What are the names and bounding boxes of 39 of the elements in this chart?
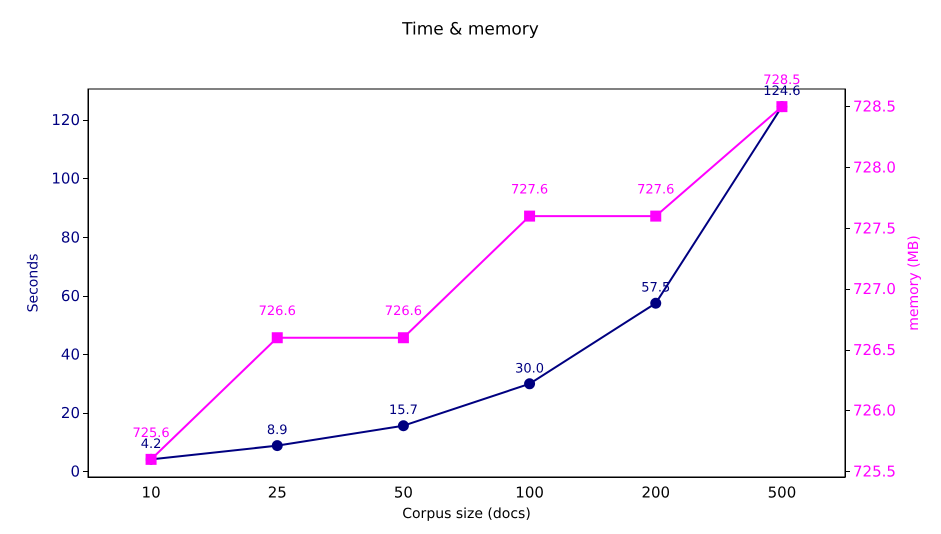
y-tick-label: 0	[70, 462, 80, 481]
y-tick-label: 60	[60, 286, 80, 305]
data-label: 727.6	[637, 182, 674, 198]
y2-tick-label: 727.0	[853, 280, 896, 298]
chart-title: Time & memory	[401, 20, 539, 40]
x-tick-label: 50	[394, 484, 413, 502]
data-label: 30.0	[515, 361, 544, 376]
y2-tick-label: 726.0	[853, 402, 896, 420]
point	[272, 440, 283, 452]
y-axis-title: Seconds	[25, 254, 42, 312]
y2-axis-title: memory (MB)	[906, 235, 922, 331]
point	[398, 332, 409, 344]
y2-tick-label: 728.5	[853, 98, 896, 116]
y2-tick-label: 725.5	[853, 462, 896, 481]
point	[650, 298, 662, 309]
x-tick-label: 500	[768, 484, 796, 502]
y2-tick-label: 728.0	[853, 158, 896, 176]
data-label: 8.9	[266, 423, 288, 438]
point	[524, 378, 536, 390]
x-tick-label: 10	[142, 484, 161, 502]
point	[650, 210, 662, 222]
y-tick-label: 100	[51, 170, 80, 188]
y2-tick-label: 726.5	[853, 340, 896, 359]
point	[272, 332, 283, 344]
data-label: 727.6	[510, 182, 548, 198]
x-tick-label: 200	[641, 484, 670, 502]
x-axis-title: Corpus size (docs)	[402, 506, 531, 522]
x-tick-label: 100	[515, 484, 544, 502]
point	[398, 420, 409, 432]
y2-tick-label: 727.5	[853, 219, 896, 238]
y-tick-label: 20	[60, 404, 80, 422]
data-label: 726.6	[384, 304, 422, 320]
data-label: 15.7	[388, 403, 418, 418]
y-tick-label: 80	[60, 228, 80, 246]
point	[524, 210, 536, 222]
y-tick-label: 120	[51, 111, 80, 130]
y-tick-label: 40	[60, 346, 80, 364]
data-label: 726.6	[258, 304, 296, 320]
x-tick-label: 25	[268, 484, 287, 502]
